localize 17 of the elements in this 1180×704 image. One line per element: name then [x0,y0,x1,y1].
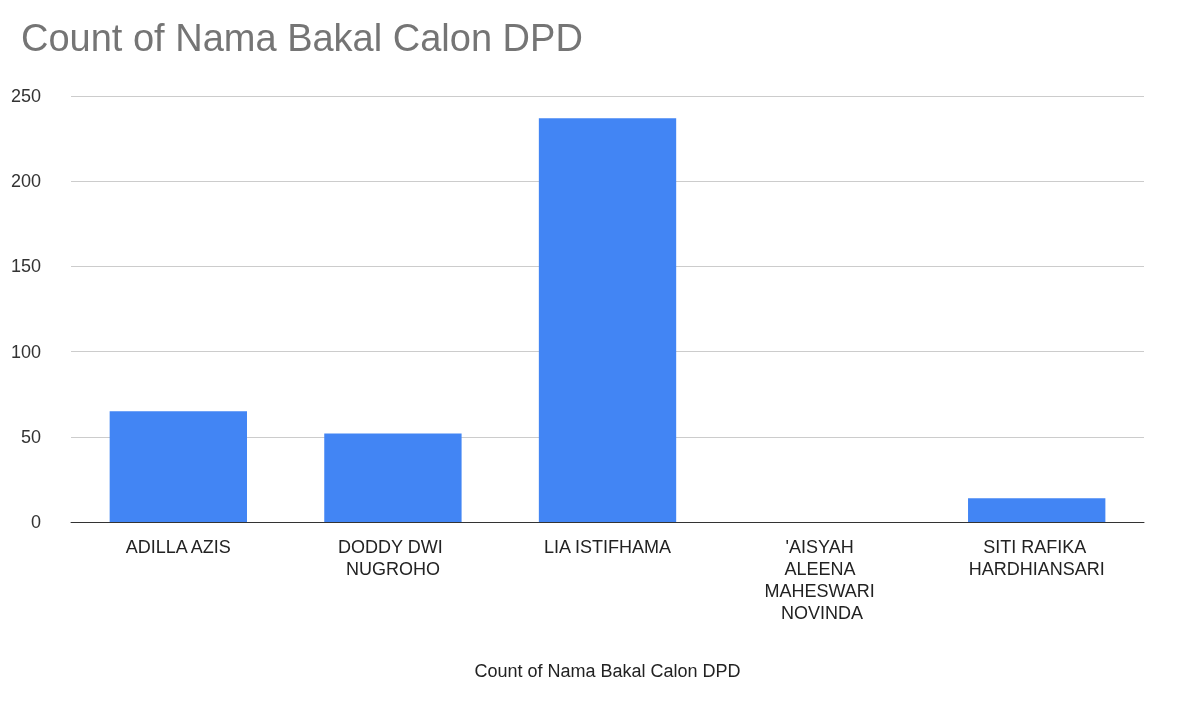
x-tick-label: SITI RAFIKA HARDHIANSARI [968,537,1105,579]
bar [109,411,247,522]
bar [324,433,462,522]
y-tick-label: 50 [21,426,42,447]
y-tick-label: 250 [10,86,42,106]
y-tick-label: 200 [10,171,42,192]
x-tick-label: ADILLA AZIS [125,537,231,557]
x-tick-label: DODDY DWI NUGROHO [338,537,448,579]
y-tick-label: 0 [31,512,42,532]
x-tick-label: LIA ISTIFHAMA [544,537,672,557]
x-axis-title: Count of Nama Bakal Calon DPD [474,661,741,681]
y-tick-label: 100 [10,341,42,362]
bar [968,498,1106,522]
bar [538,118,677,522]
x-tick-label: 'AISYAH ALEENA MAHESWARI NOVINDA [764,537,880,623]
y-tick-label: 150 [10,256,42,277]
chart-title: Count of Nama Bakal Calon DPD [21,17,583,59]
